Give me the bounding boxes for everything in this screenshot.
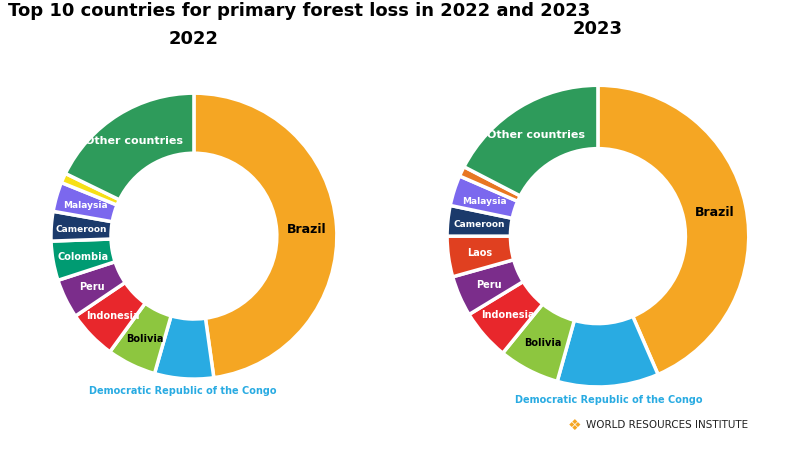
Wedge shape	[75, 283, 145, 352]
Wedge shape	[194, 94, 337, 378]
Text: Other countries: Other countries	[85, 136, 183, 146]
Title: 2022: 2022	[169, 30, 219, 48]
Wedge shape	[61, 174, 120, 206]
Text: Malaysia: Malaysia	[63, 201, 107, 210]
Text: Other countries: Other countries	[487, 130, 585, 140]
Wedge shape	[558, 317, 658, 387]
Text: Democratic Republic of the Congo: Democratic Republic of the Congo	[90, 385, 277, 395]
Wedge shape	[65, 94, 194, 200]
Text: ❖: ❖	[568, 417, 582, 431]
Text: Brazil: Brazil	[287, 222, 326, 235]
Text: Laos: Laos	[467, 248, 492, 258]
Wedge shape	[51, 212, 112, 242]
Wedge shape	[58, 262, 125, 316]
Text: Indonesia: Indonesia	[482, 310, 535, 320]
Title: 2023: 2023	[573, 20, 623, 38]
Wedge shape	[452, 260, 523, 315]
Text: Bolivia: Bolivia	[524, 337, 562, 347]
Wedge shape	[450, 177, 518, 219]
Wedge shape	[598, 86, 749, 374]
Text: GLOBAL
FOREST
WATCH: GLOBAL FOREST WATCH	[531, 418, 558, 435]
Wedge shape	[154, 316, 214, 379]
Text: Indonesia: Indonesia	[86, 310, 140, 320]
Wedge shape	[51, 239, 115, 281]
Text: Peru: Peru	[476, 279, 502, 289]
Text: Bolivia: Bolivia	[126, 333, 163, 343]
Text: Colombia: Colombia	[57, 251, 108, 261]
Text: Top 10 countries for primary forest loss in 2022 and 2023: Top 10 countries for primary forest loss…	[8, 2, 591, 20]
Wedge shape	[447, 206, 512, 237]
Wedge shape	[447, 237, 514, 277]
Wedge shape	[464, 86, 598, 197]
Wedge shape	[53, 183, 117, 222]
Text: Brazil: Brazil	[695, 206, 734, 219]
Text: Democratic Republic of the Congo: Democratic Republic of the Congo	[516, 394, 703, 404]
Text: Cameroon: Cameroon	[453, 220, 505, 229]
Wedge shape	[110, 303, 171, 374]
Text: Cameroon: Cameroon	[56, 224, 107, 233]
Text: WORLD RESOURCES INSTITUTE: WORLD RESOURCES INSTITUTE	[586, 419, 748, 429]
Text: Peru: Peru	[80, 281, 105, 291]
Wedge shape	[460, 167, 520, 202]
Wedge shape	[469, 282, 543, 354]
Wedge shape	[503, 304, 574, 382]
Text: Malaysia: Malaysia	[462, 196, 507, 205]
